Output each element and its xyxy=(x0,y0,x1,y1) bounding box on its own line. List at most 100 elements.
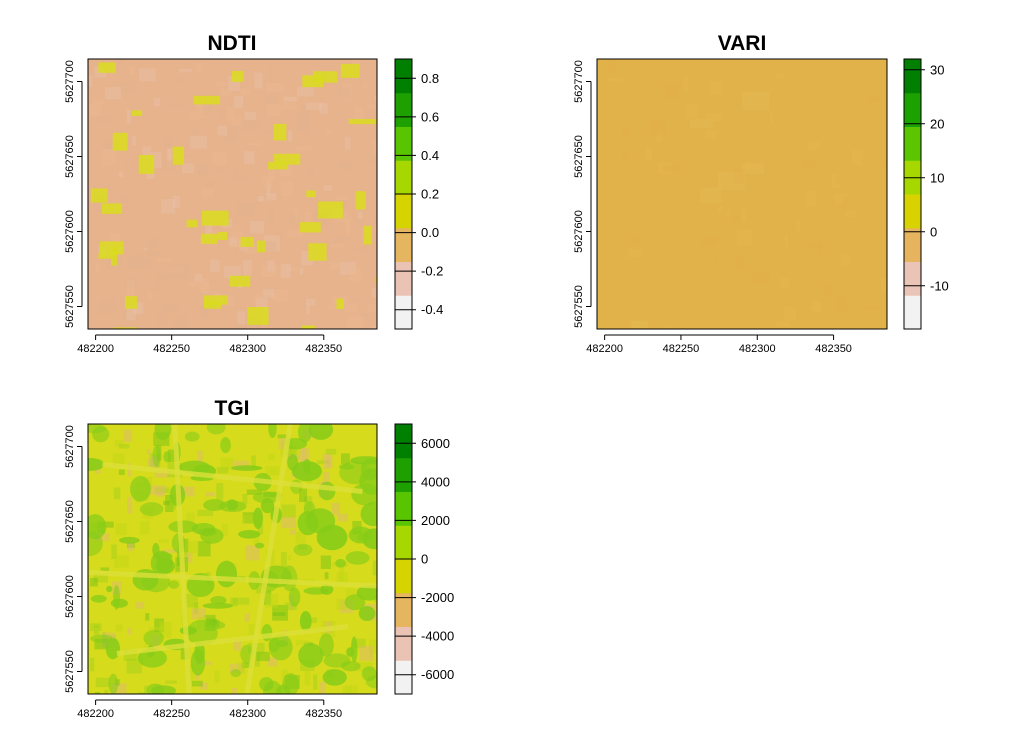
raster-texture xyxy=(285,267,298,272)
raster-patch xyxy=(112,132,128,151)
raster-texture xyxy=(113,487,121,500)
y-tick-label: 5627650 xyxy=(64,135,76,178)
raster-texture xyxy=(254,72,263,89)
raster-texture xyxy=(276,232,281,236)
y-tick-label: 5627600 xyxy=(64,575,76,618)
raster-texture xyxy=(129,66,135,75)
raster-texture xyxy=(349,267,362,283)
raster-texture xyxy=(331,502,341,516)
raster-texture xyxy=(358,211,363,219)
raster-texture xyxy=(725,209,732,217)
raster-patch xyxy=(88,424,107,434)
raster-texture xyxy=(304,670,311,686)
raster-texture xyxy=(236,317,253,329)
legend-colorbar: -0.4 -0.2 0.0 0.2 0.4 0.6 0.8 xyxy=(394,58,443,330)
raster-texture xyxy=(245,545,260,561)
raster-texture xyxy=(156,273,172,280)
raster-texture xyxy=(93,573,108,583)
raster-texture xyxy=(125,276,138,291)
raster-texture xyxy=(191,680,203,687)
raster-texture xyxy=(295,531,306,544)
raster-texture xyxy=(156,309,168,325)
panel-ndti: NDTI 482200 482250 482300 482350 5627550 56276… xyxy=(64,32,443,355)
raster-texture xyxy=(195,673,200,680)
raster-texture xyxy=(374,211,377,226)
raster-texture xyxy=(369,639,377,654)
raster-texture xyxy=(831,173,837,187)
raster-texture xyxy=(199,306,209,319)
x-tick-label: 482200 xyxy=(77,708,114,720)
x-tick-label: 482250 xyxy=(153,708,190,720)
raster-texture xyxy=(246,489,262,495)
raster-texture xyxy=(256,651,270,662)
raster-patch xyxy=(150,550,173,576)
raster-texture xyxy=(254,293,263,311)
raster-patch xyxy=(268,424,277,438)
legend-tick-label: 0.8 xyxy=(421,71,439,86)
raster-texture xyxy=(257,523,264,535)
raster-patch xyxy=(350,636,358,663)
raster-patch xyxy=(268,637,280,653)
raster-image xyxy=(88,59,377,329)
raster-texture xyxy=(796,217,801,232)
legend-tick-label: 0.0 xyxy=(421,225,439,240)
raster-texture xyxy=(139,520,150,535)
raster-patch xyxy=(308,243,327,261)
raster-texture xyxy=(161,198,176,214)
x-tick-label: 482250 xyxy=(153,343,190,355)
raster-texture xyxy=(126,305,136,321)
legend-color-step xyxy=(395,227,412,262)
raster-texture xyxy=(323,459,331,469)
raster-texture xyxy=(284,447,297,456)
raster-texture xyxy=(242,119,260,131)
raster-texture xyxy=(833,184,841,189)
raster-texture xyxy=(207,229,219,237)
raster-texture xyxy=(355,218,364,226)
raster-texture xyxy=(260,241,277,252)
raster-texture xyxy=(299,488,308,503)
x-tick-label: 482300 xyxy=(229,708,266,720)
raster-texture xyxy=(114,555,129,568)
raster-patch xyxy=(303,501,316,518)
legend-tick-label: 0.4 xyxy=(421,148,439,163)
raster-patch xyxy=(356,585,377,601)
raster-patch xyxy=(230,669,241,678)
legend-color-step xyxy=(395,160,412,195)
raster-texture xyxy=(208,277,220,282)
raster-texture xyxy=(127,542,135,548)
raster-texture xyxy=(201,188,214,197)
legend-tick-label: -2000 xyxy=(421,590,454,605)
raster-texture xyxy=(213,693,222,694)
raster-texture xyxy=(256,577,266,594)
raster-texture xyxy=(337,513,349,522)
raster-texture xyxy=(370,152,377,164)
raster-patch xyxy=(137,648,167,668)
raster-texture xyxy=(237,203,255,215)
raster-texture xyxy=(210,259,220,272)
raster-texture xyxy=(230,231,244,245)
raster-texture xyxy=(845,210,856,218)
raster-texture xyxy=(199,682,209,690)
raster-road xyxy=(116,624,349,656)
raster-texture xyxy=(195,62,202,74)
raster-texture xyxy=(126,280,135,296)
raster-texture xyxy=(224,266,241,279)
raster-texture xyxy=(167,147,172,152)
raster-texture xyxy=(193,602,199,614)
legend-color-step xyxy=(395,424,412,459)
y-tick-label: 5627700 xyxy=(573,60,585,103)
raster-texture xyxy=(701,236,718,246)
legend-tick-label: 0.6 xyxy=(421,109,439,124)
raster-patch xyxy=(229,275,251,287)
raster-texture xyxy=(326,130,333,136)
raster-patch xyxy=(118,536,140,544)
raster-texture xyxy=(342,83,352,101)
raster-patch xyxy=(146,683,165,694)
raster-texture xyxy=(360,74,368,85)
raster-patch xyxy=(316,524,348,551)
raster-patch xyxy=(273,153,301,165)
y-tick-label: 5627550 xyxy=(64,650,76,693)
raster-texture xyxy=(368,304,377,313)
raster-texture xyxy=(663,165,680,172)
legend-color-step xyxy=(395,295,412,330)
